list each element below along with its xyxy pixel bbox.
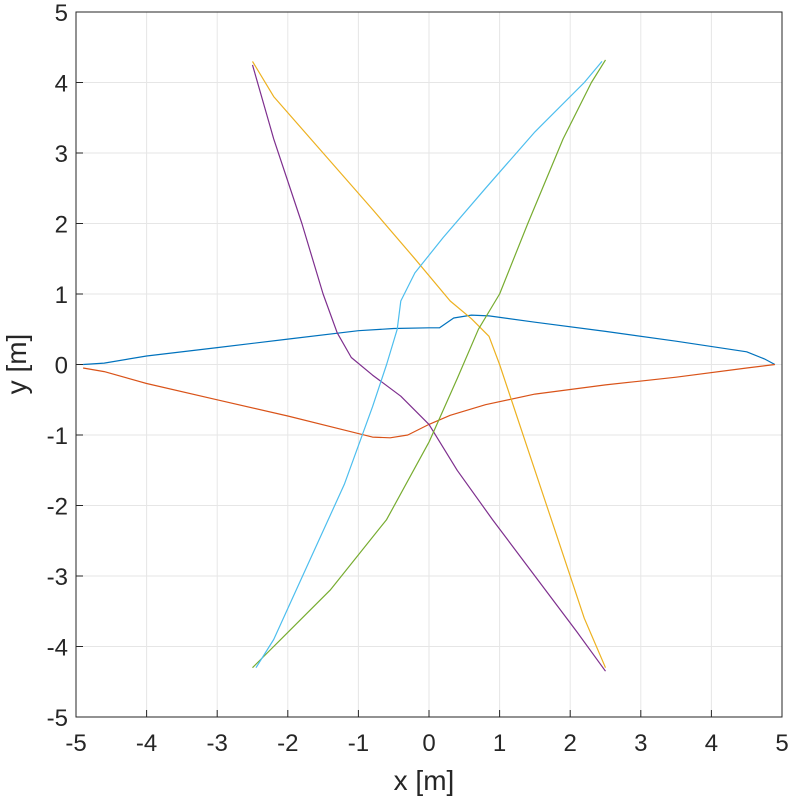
y-tick-labels: -5 -4 -3 -2 -1 0 1 2 3 4 5 [47,0,68,732]
series-line-3 [251,61,607,668]
x-axis-label: x [m] [394,765,455,796]
y-tick-label: -2 [47,494,68,521]
y-tick-label: 3 [55,141,68,168]
series-line-5 [252,59,607,669]
x-tick-label: 1 [493,730,506,757]
series-line-6 [255,61,603,669]
y-tick-label: -3 [47,564,68,591]
y-tick-label: -1 [47,423,68,450]
y-tick-label: -4 [47,635,68,662]
y-tick-label: 2 [55,212,68,239]
series-line-2 [82,363,775,439]
y-tick-label: 1 [55,282,68,309]
grid-lines [75,11,783,718]
x-tick-label: -5 [65,730,86,757]
x-tick-label: -3 [207,730,228,757]
x-tick-label: -1 [348,730,369,757]
series-line-1 [83,314,776,366]
x-tick-label: -2 [277,730,298,757]
series-line-4 [251,64,606,672]
x-tick-label: 0 [422,730,435,757]
y-axis-label: y [m] [1,334,32,395]
y-tick-label: 0 [55,353,68,380]
x-tick-label: 4 [705,730,718,757]
y-tick-label: 5 [55,0,68,27]
x-tick-label: -4 [136,730,157,757]
x-tick-label: 2 [564,730,577,757]
x-tick-label: 3 [634,730,647,757]
x-tick-label: 5 [775,730,788,757]
plot-frame [75,11,783,718]
y-tick-label: 4 [55,71,68,98]
x-tick-labels: -5 -4 -3 -2 -1 0 1 2 3 4 5 [65,730,788,757]
y-tick-label: -5 [47,705,68,732]
series-group [82,59,776,672]
